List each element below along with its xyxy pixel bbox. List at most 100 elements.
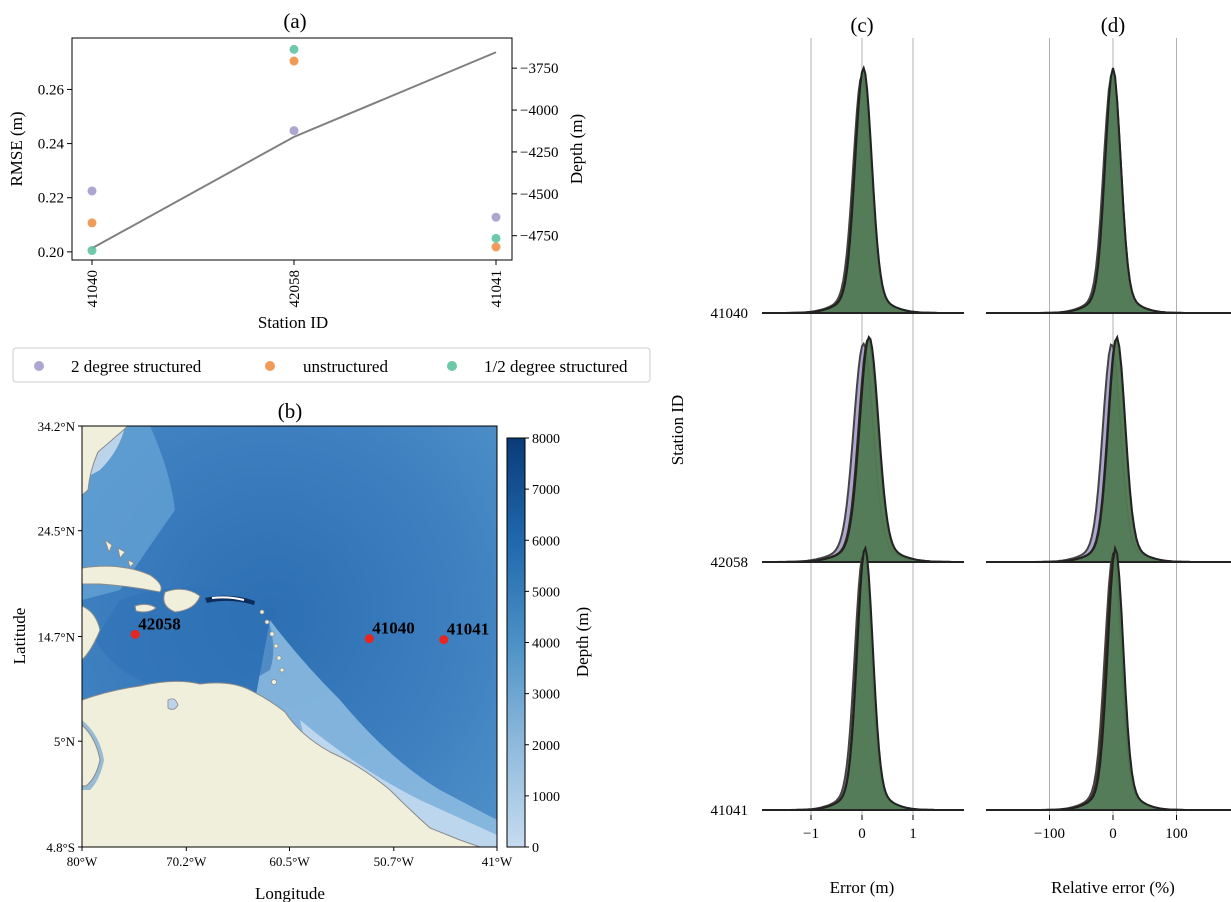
land-north-america	[82, 426, 129, 496]
station-axis-label: Station ID	[258, 313, 328, 332]
depth-tick-label: −4000	[520, 103, 558, 119]
panel-c-title: (c)	[850, 13, 873, 37]
panel-d-title: (d)	[1101, 13, 1126, 37]
legend-marker-2deg	[34, 361, 44, 371]
depth-line-path	[91, 51, 497, 250]
latitude-tick-label: 24.5°N	[38, 524, 76, 539]
station-marker	[130, 629, 140, 639]
ridge-half-deg	[762, 545, 964, 811]
latitude-axis: 4.8°S 5°N 14.7°N 24.5°N 34.2°N	[38, 419, 82, 855]
longitude-tick-label: 60.5°W	[269, 854, 310, 869]
depth-axis-label: Depth (m)	[567, 114, 586, 184]
longitude-tick-label: 70.2°W	[166, 854, 207, 869]
relative-error-ridges	[986, 67, 1231, 811]
rmse-axis-label: RMSE (m)	[7, 111, 26, 186]
depth-colorbar	[506, 437, 526, 848]
legend-label-unstructured: unstructured	[303, 357, 388, 376]
station-label: 41040	[372, 619, 415, 638]
latitude-tick-label: 14.7°N	[38, 630, 76, 645]
rmse-tick-label: 0.24	[38, 137, 65, 153]
legend: 2 degree structured unstructured 1/2 deg…	[12, 347, 651, 383]
depth-tick-label: −4250	[520, 145, 558, 161]
bathymetry-map	[82, 426, 497, 847]
land-bahamas	[104, 538, 135, 568]
longitude-axis: 80°W 70.2°W 60.5°W 50.7°W 41°W	[67, 847, 513, 869]
legend-label-2deg: 2 degree structured	[71, 357, 202, 376]
x-tick-label: 100	[1165, 826, 1188, 842]
colorbar-tick-label: 0	[532, 841, 539, 856]
rmse-point	[491, 212, 501, 222]
legend-marker-half-deg	[447, 361, 457, 371]
error-axis-label: Error (m)	[830, 878, 895, 897]
panel-a: (a) 0.20 0.22 0.24 0.26 −4750 −4500 −4250 −400…	[7, 9, 586, 332]
rmse-tick-label: 0.20	[38, 245, 64, 261]
panel-b-title: (b)	[278, 399, 303, 423]
land-central-america	[82, 605, 101, 661]
panel-b: (b)	[10, 399, 592, 902]
station-row-label: 41040	[711, 306, 749, 322]
latitude-axis-label: Latitude	[10, 608, 29, 665]
colorbar-axis: 0 1000 2000 3000 4000 5000 6000 7000 8000	[525, 432, 560, 856]
colorbar-label: Depth (m)	[573, 607, 592, 677]
latitude-tick-label: 5°N	[54, 734, 76, 749]
longitude-tick-label: 41°W	[482, 854, 513, 869]
error-axis: −1 0 1	[803, 815, 917, 842]
rmse-point	[289, 44, 299, 54]
lake-maracaibo	[167, 698, 179, 710]
station-axis: 41040 42058 41041	[85, 260, 505, 308]
rmse-point	[289, 126, 299, 136]
panel-d: (d) −100 0 100 Relative error (%)	[986, 13, 1231, 897]
station-row-label: 42058	[711, 555, 749, 571]
depth-tick-label: −4500	[520, 187, 558, 203]
rmse-tick-label: 0.26	[38, 82, 65, 98]
station-label: 42058	[138, 614, 181, 633]
relative-error-axis-label: Relative error (%)	[1051, 878, 1175, 897]
station-row-labels: 41040 42058 41041	[711, 306, 749, 819]
panel-a-title: (a)	[283, 9, 306, 33]
colorbar-tick-label: 4000	[532, 637, 560, 652]
shelf-north-west	[82, 426, 175, 600]
colorbar-tick-label: 2000	[532, 739, 560, 754]
rmse-point	[87, 246, 97, 256]
rmse-point	[87, 186, 97, 196]
land-panama	[82, 724, 101, 787]
legend-box	[12, 347, 651, 383]
station-marker	[439, 635, 449, 645]
rmse-point	[491, 242, 501, 252]
latitude-tick-label: 34.2°N	[38, 419, 76, 434]
colorbar-tick-label: 3000	[532, 688, 560, 703]
land-hispaniola	[163, 588, 201, 613]
longitude-axis-label: Longitude	[255, 884, 325, 902]
rmse-point	[491, 233, 501, 243]
caribbean-basin	[95, 587, 274, 693]
x-tick-label: 1	[909, 826, 917, 842]
colorbar-tick-label: 6000	[532, 534, 560, 549]
x-tick-label: −1	[803, 826, 819, 842]
longitude-tick-label: 50.7°W	[374, 854, 415, 869]
ridge-half-deg	[986, 544, 1231, 811]
error-ridges	[762, 65, 964, 811]
station-id-axis-label: Station ID	[668, 395, 687, 465]
panel-c: (c) 41040 42058 41041 −1 0 1 Error (m) Stati…	[668, 13, 964, 897]
x-tick-label: −100	[1034, 826, 1065, 842]
depth-tick-label: −4750	[520, 229, 558, 245]
legend-marker-unstructured	[265, 361, 275, 371]
ridge-half-deg	[762, 65, 964, 314]
colorbar-tick-label: 7000	[532, 483, 560, 498]
station-tick-label: 42058	[287, 270, 303, 308]
land-jamaica	[134, 603, 157, 613]
depth-line	[91, 51, 497, 250]
buoy-stations: 42058 41040 41041	[130, 614, 489, 645]
rmse-points	[87, 44, 501, 256]
colorbar-tick-label: 1000	[532, 790, 560, 805]
colorbar-tick-label: 8000	[532, 432, 560, 447]
ridge-half-deg	[762, 335, 964, 563]
x-tick-label: 0	[1109, 826, 1117, 842]
relative-error-axis: −100 0 100	[1034, 815, 1188, 842]
panel-a-frame	[71, 37, 513, 261]
rmse-tick-label: 0.22	[38, 191, 64, 207]
ridge-half-deg	[986, 67, 1231, 314]
depth-axis: −4750 −4500 −4250 −4000 −3750	[512, 61, 558, 245]
ridge-half-deg	[986, 334, 1231, 563]
land-south-america	[82, 680, 481, 847]
